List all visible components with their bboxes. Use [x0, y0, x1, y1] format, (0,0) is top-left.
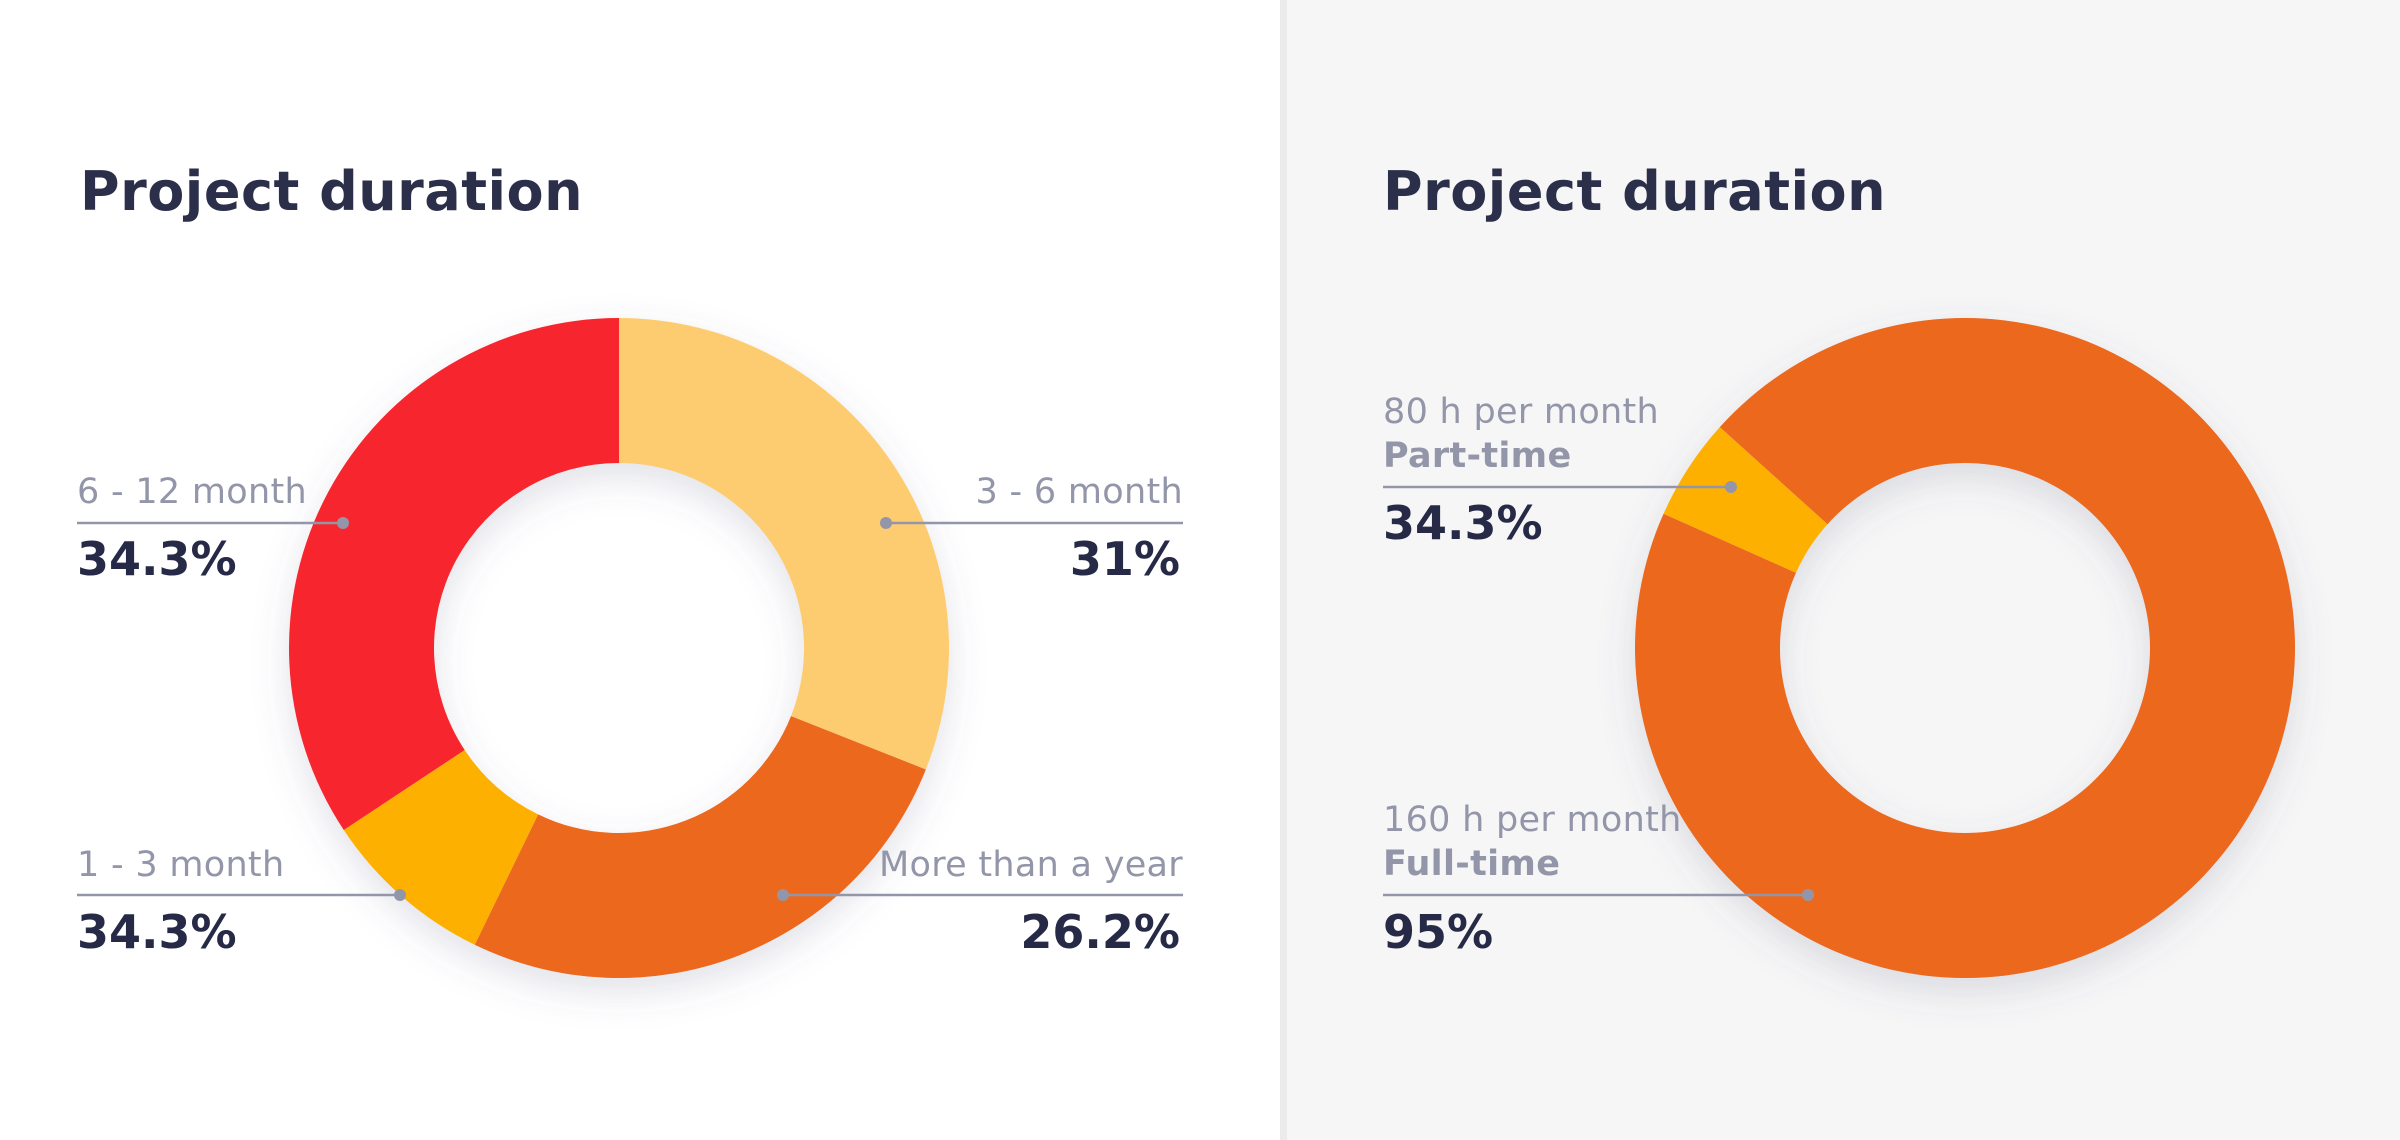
- label-3-6-month: 3 - 6 month: [975, 472, 1183, 512]
- label-part-time: Part-time: [1383, 436, 1572, 476]
- value-more-than-a-year: 26.2%: [1020, 905, 1180, 959]
- chart-title-right: Project duration: [1383, 160, 1887, 223]
- label-more-than-a-year: More than a year: [878, 845, 1183, 885]
- slice-part-time: [1663, 427, 1828, 573]
- value-part-time: 34.3%: [1383, 496, 1543, 550]
- slice-6-12-month: [289, 318, 619, 831]
- leader-1-3-month-dot: [394, 889, 406, 901]
- label-full-time: Full-time: [1383, 844, 1561, 884]
- leader-full-time-dot: [1802, 889, 1814, 901]
- label-6-12-month: 6 - 12 month: [77, 472, 308, 512]
- slice-full-time: [1635, 318, 2295, 978]
- chart-title-left: Project duration: [80, 160, 584, 223]
- leader-lines: [77, 481, 1814, 901]
- slice-1-3-month: [343, 750, 539, 945]
- value-full-time: 95%: [1383, 905, 1494, 959]
- slice-more-than-a-year: [474, 716, 926, 978]
- leader-part-time-dot: [1725, 481, 1737, 493]
- slice-3-6-month: [619, 318, 949, 770]
- leader-3-6-month-dot: [880, 517, 892, 529]
- value-1-3-month: 34.3%: [77, 905, 237, 959]
- leader-more-than-a-year-dot: [777, 889, 789, 901]
- donut-left: [289, 318, 949, 978]
- leader-6-12-month-dot: [337, 517, 349, 529]
- label-1-3-month: 1 - 3 month: [77, 845, 285, 885]
- donut-right: [1635, 318, 2295, 978]
- value-3-6-month: 31%: [1069, 532, 1180, 586]
- value-6-12-month: 34.3%: [77, 532, 237, 586]
- sublabel-part-time: 80 h per month: [1383, 392, 1660, 432]
- sublabel-full-time: 160 h per month: [1383, 800, 1682, 840]
